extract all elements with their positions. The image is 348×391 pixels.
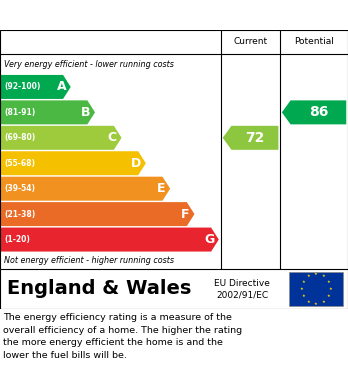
Text: C: C — [108, 131, 117, 144]
Text: F: F — [181, 208, 189, 221]
Polygon shape — [0, 75, 71, 99]
Text: ★: ★ — [307, 300, 310, 304]
Text: Current: Current — [234, 38, 268, 47]
Text: (39-54): (39-54) — [4, 184, 35, 193]
Polygon shape — [0, 228, 219, 251]
Text: 86: 86 — [309, 105, 328, 119]
Text: 72: 72 — [245, 131, 264, 145]
Text: Not energy efficient - higher running costs: Not energy efficient - higher running co… — [4, 256, 174, 265]
Text: England & Wales: England & Wales — [7, 280, 191, 298]
Text: ★: ★ — [321, 300, 325, 304]
Text: (81-91): (81-91) — [4, 108, 35, 117]
Polygon shape — [282, 100, 346, 124]
Text: ★: ★ — [314, 301, 318, 306]
Polygon shape — [0, 202, 195, 226]
Polygon shape — [0, 151, 146, 175]
Text: Very energy efficient - lower running costs: Very energy efficient - lower running co… — [4, 59, 174, 68]
Text: Energy Efficiency Rating: Energy Efficiency Rating — [69, 7, 279, 23]
Polygon shape — [0, 100, 95, 124]
Text: ★: ★ — [314, 273, 318, 276]
Text: (69-80): (69-80) — [4, 133, 35, 142]
Text: (55-68): (55-68) — [4, 159, 35, 168]
Text: ★: ★ — [326, 280, 330, 284]
Text: B: B — [81, 106, 90, 119]
Text: ★: ★ — [301, 294, 305, 298]
Text: A: A — [56, 81, 66, 93]
Text: The energy efficiency rating is a measure of the
overall efficiency of a home. T: The energy efficiency rating is a measur… — [3, 313, 243, 360]
Text: (92-100): (92-100) — [4, 83, 41, 91]
Text: EU Directive
2002/91/EC: EU Directive 2002/91/EC — [214, 279, 270, 300]
Text: (1-20): (1-20) — [4, 235, 30, 244]
Text: D: D — [131, 157, 142, 170]
Text: ★: ★ — [299, 287, 303, 291]
Text: ★: ★ — [321, 274, 325, 278]
Polygon shape — [0, 126, 121, 150]
Text: ★: ★ — [301, 280, 305, 284]
Text: G: G — [204, 233, 214, 246]
Text: ★: ★ — [326, 294, 330, 298]
Polygon shape — [0, 177, 170, 201]
Text: ★: ★ — [329, 287, 332, 291]
Text: ★: ★ — [307, 274, 310, 278]
Text: (21-38): (21-38) — [4, 210, 35, 219]
Text: Potential: Potential — [294, 38, 334, 47]
FancyBboxPatch shape — [289, 272, 343, 306]
Text: E: E — [157, 182, 165, 195]
Polygon shape — [223, 126, 278, 150]
